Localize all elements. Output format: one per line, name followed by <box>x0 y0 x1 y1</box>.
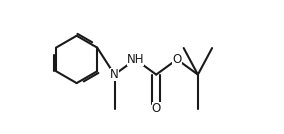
Text: N: N <box>110 68 119 81</box>
Text: O: O <box>172 53 182 66</box>
Text: NH: NH <box>127 53 144 66</box>
Text: O: O <box>152 102 161 115</box>
